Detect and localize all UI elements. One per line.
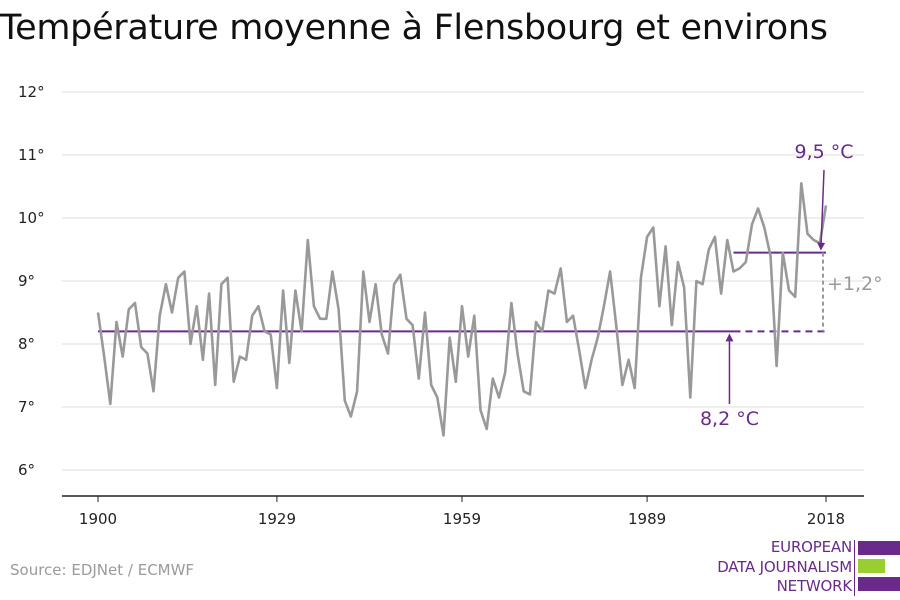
series-line-temperature [96,182,828,437]
difference-label: +1,2° [827,273,883,295]
series-layer [96,182,828,437]
logo-line-1: EUROPEAN [770,538,852,556]
recent-mean-label: 9,5 °C [794,141,853,163]
x-tick-label-1900: 1900 [79,510,117,528]
logo-line-3: NETWORK [776,577,853,595]
logo-bar-purple-top [858,541,900,555]
y-tick-label-8: 8° [18,335,35,353]
x-tick-label-1959: 1959 [443,510,481,528]
y-tick-label-10: 10° [18,209,45,227]
recent-mean-arrow [817,169,826,251]
logo-divider [854,540,855,596]
logo-bar-purple-bottom [858,577,900,591]
logo-line-2: DATA JOURNALISM [717,557,852,576]
y-axis-labels: 6° 7° 8° 9° 10° 11° 12° [18,83,45,479]
y-tick-label-6: 6° [18,461,35,479]
x-tick-label-1929: 1929 [258,510,296,528]
x-axis: 1900 1929 1959 1989 2018 [62,495,864,528]
y-tick-label-12: 12° [18,83,45,101]
edjnet-logo: EUROPEAN DATA JOURNALISM NETWORK [712,538,900,596]
y-tick-label-7: 7° [18,398,35,416]
y-tick-label-11: 11° [18,146,45,164]
y-tick-label-9: 9° [18,272,35,290]
baseline-mean-label: 8,2 °C [700,408,759,430]
x-tick-label-1989: 1989 [628,510,666,528]
gridlines [62,91,864,471]
annotations: 9,5 °C 8,2 °C +1,2° [700,141,883,430]
logo-bar-green [858,559,885,573]
x-tick-label-2018: 2018 [807,510,845,528]
chart-title: Température moyenne à Flensbourg et envi… [0,8,828,48]
logo-text: EUROPEAN DATA JOURNALISM NETWORK [717,538,852,597]
source-note: Source: EDJNet / ECMWF [10,561,195,579]
reference-lines [98,251,826,333]
